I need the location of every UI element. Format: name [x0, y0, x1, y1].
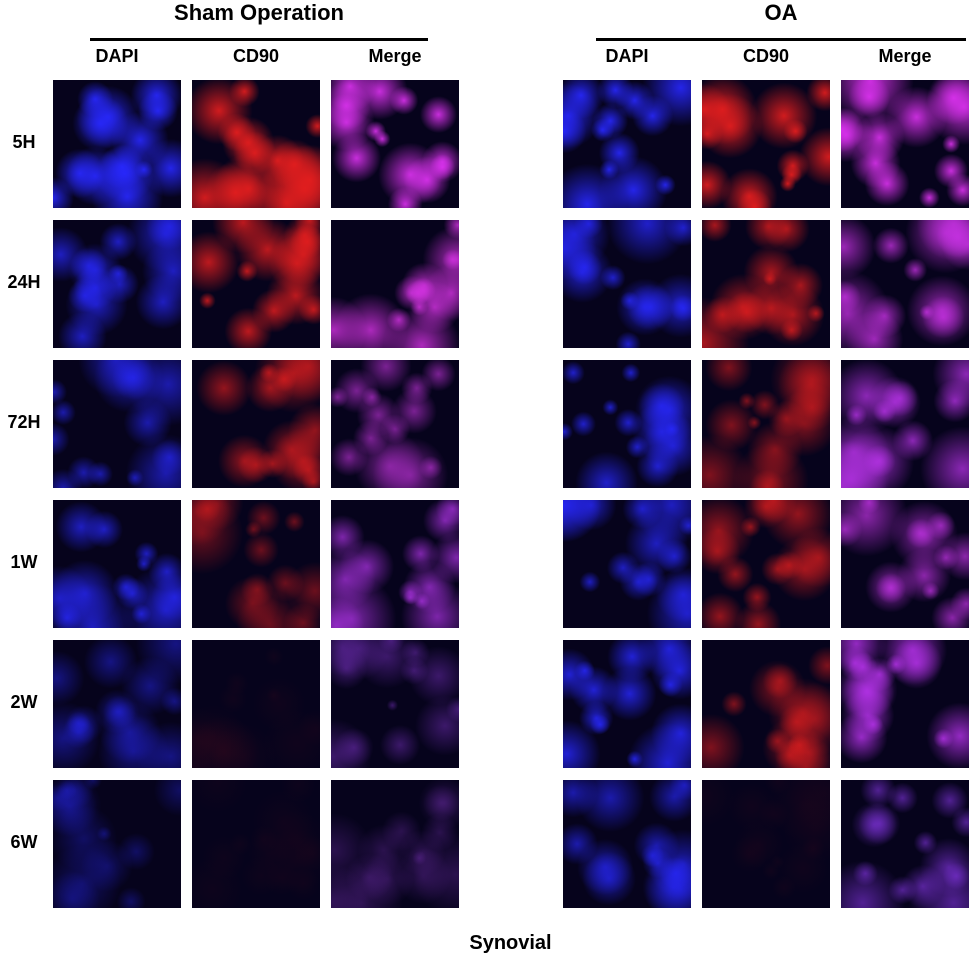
micrograph — [192, 780, 320, 908]
micrograph — [192, 640, 320, 768]
micrograph — [331, 640, 459, 768]
micrograph — [702, 220, 830, 348]
group-title: OA — [764, 0, 798, 25]
micrograph — [53, 780, 181, 908]
micrograph — [192, 80, 320, 208]
micrograph — [53, 640, 181, 768]
micrograph — [331, 780, 459, 908]
micrograph — [563, 640, 691, 768]
group-rule — [90, 38, 428, 41]
micrograph — [563, 220, 691, 348]
micrograph — [331, 80, 459, 208]
micrograph — [53, 360, 181, 488]
column-label: CD90 — [232, 46, 280, 66]
micrograph — [702, 780, 830, 908]
column-label: DAPI — [605, 46, 649, 66]
micrograph — [563, 80, 691, 208]
row-label: 2W — [10, 692, 38, 712]
row-label: 24H — [7, 272, 41, 292]
micrograph — [841, 360, 969, 488]
micrograph — [841, 500, 969, 628]
micrograph — [563, 360, 691, 488]
micrograph — [331, 500, 459, 628]
micrograph — [702, 360, 830, 488]
group-title: Sham Operation — [174, 0, 344, 25]
row-label: 1W — [10, 552, 38, 572]
column-label: DAPI — [95, 46, 139, 66]
micrograph — [331, 220, 459, 348]
micrograph — [841, 640, 969, 768]
micrograph — [702, 80, 830, 208]
micrograph — [841, 220, 969, 348]
group-rule — [596, 38, 966, 41]
micrograph — [841, 80, 969, 208]
micrograph — [702, 500, 830, 628]
micrograph — [192, 360, 320, 488]
micrograph — [331, 360, 459, 488]
micrograph — [192, 220, 320, 348]
micrograph — [563, 780, 691, 908]
column-label: Merge — [368, 46, 422, 66]
row-label: 6W — [10, 832, 38, 852]
micrograph — [702, 640, 830, 768]
micrograph — [53, 80, 181, 208]
row-label: 72H — [7, 412, 41, 432]
micrograph — [841, 780, 969, 908]
micrograph — [192, 500, 320, 628]
figure-caption: Synovial — [469, 932, 552, 954]
micrograph — [53, 500, 181, 628]
micrograph — [563, 500, 691, 628]
column-label: CD90 — [742, 46, 790, 66]
column-label: Merge — [878, 46, 932, 66]
row-label: 5H — [12, 132, 36, 152]
micrograph — [53, 220, 181, 348]
